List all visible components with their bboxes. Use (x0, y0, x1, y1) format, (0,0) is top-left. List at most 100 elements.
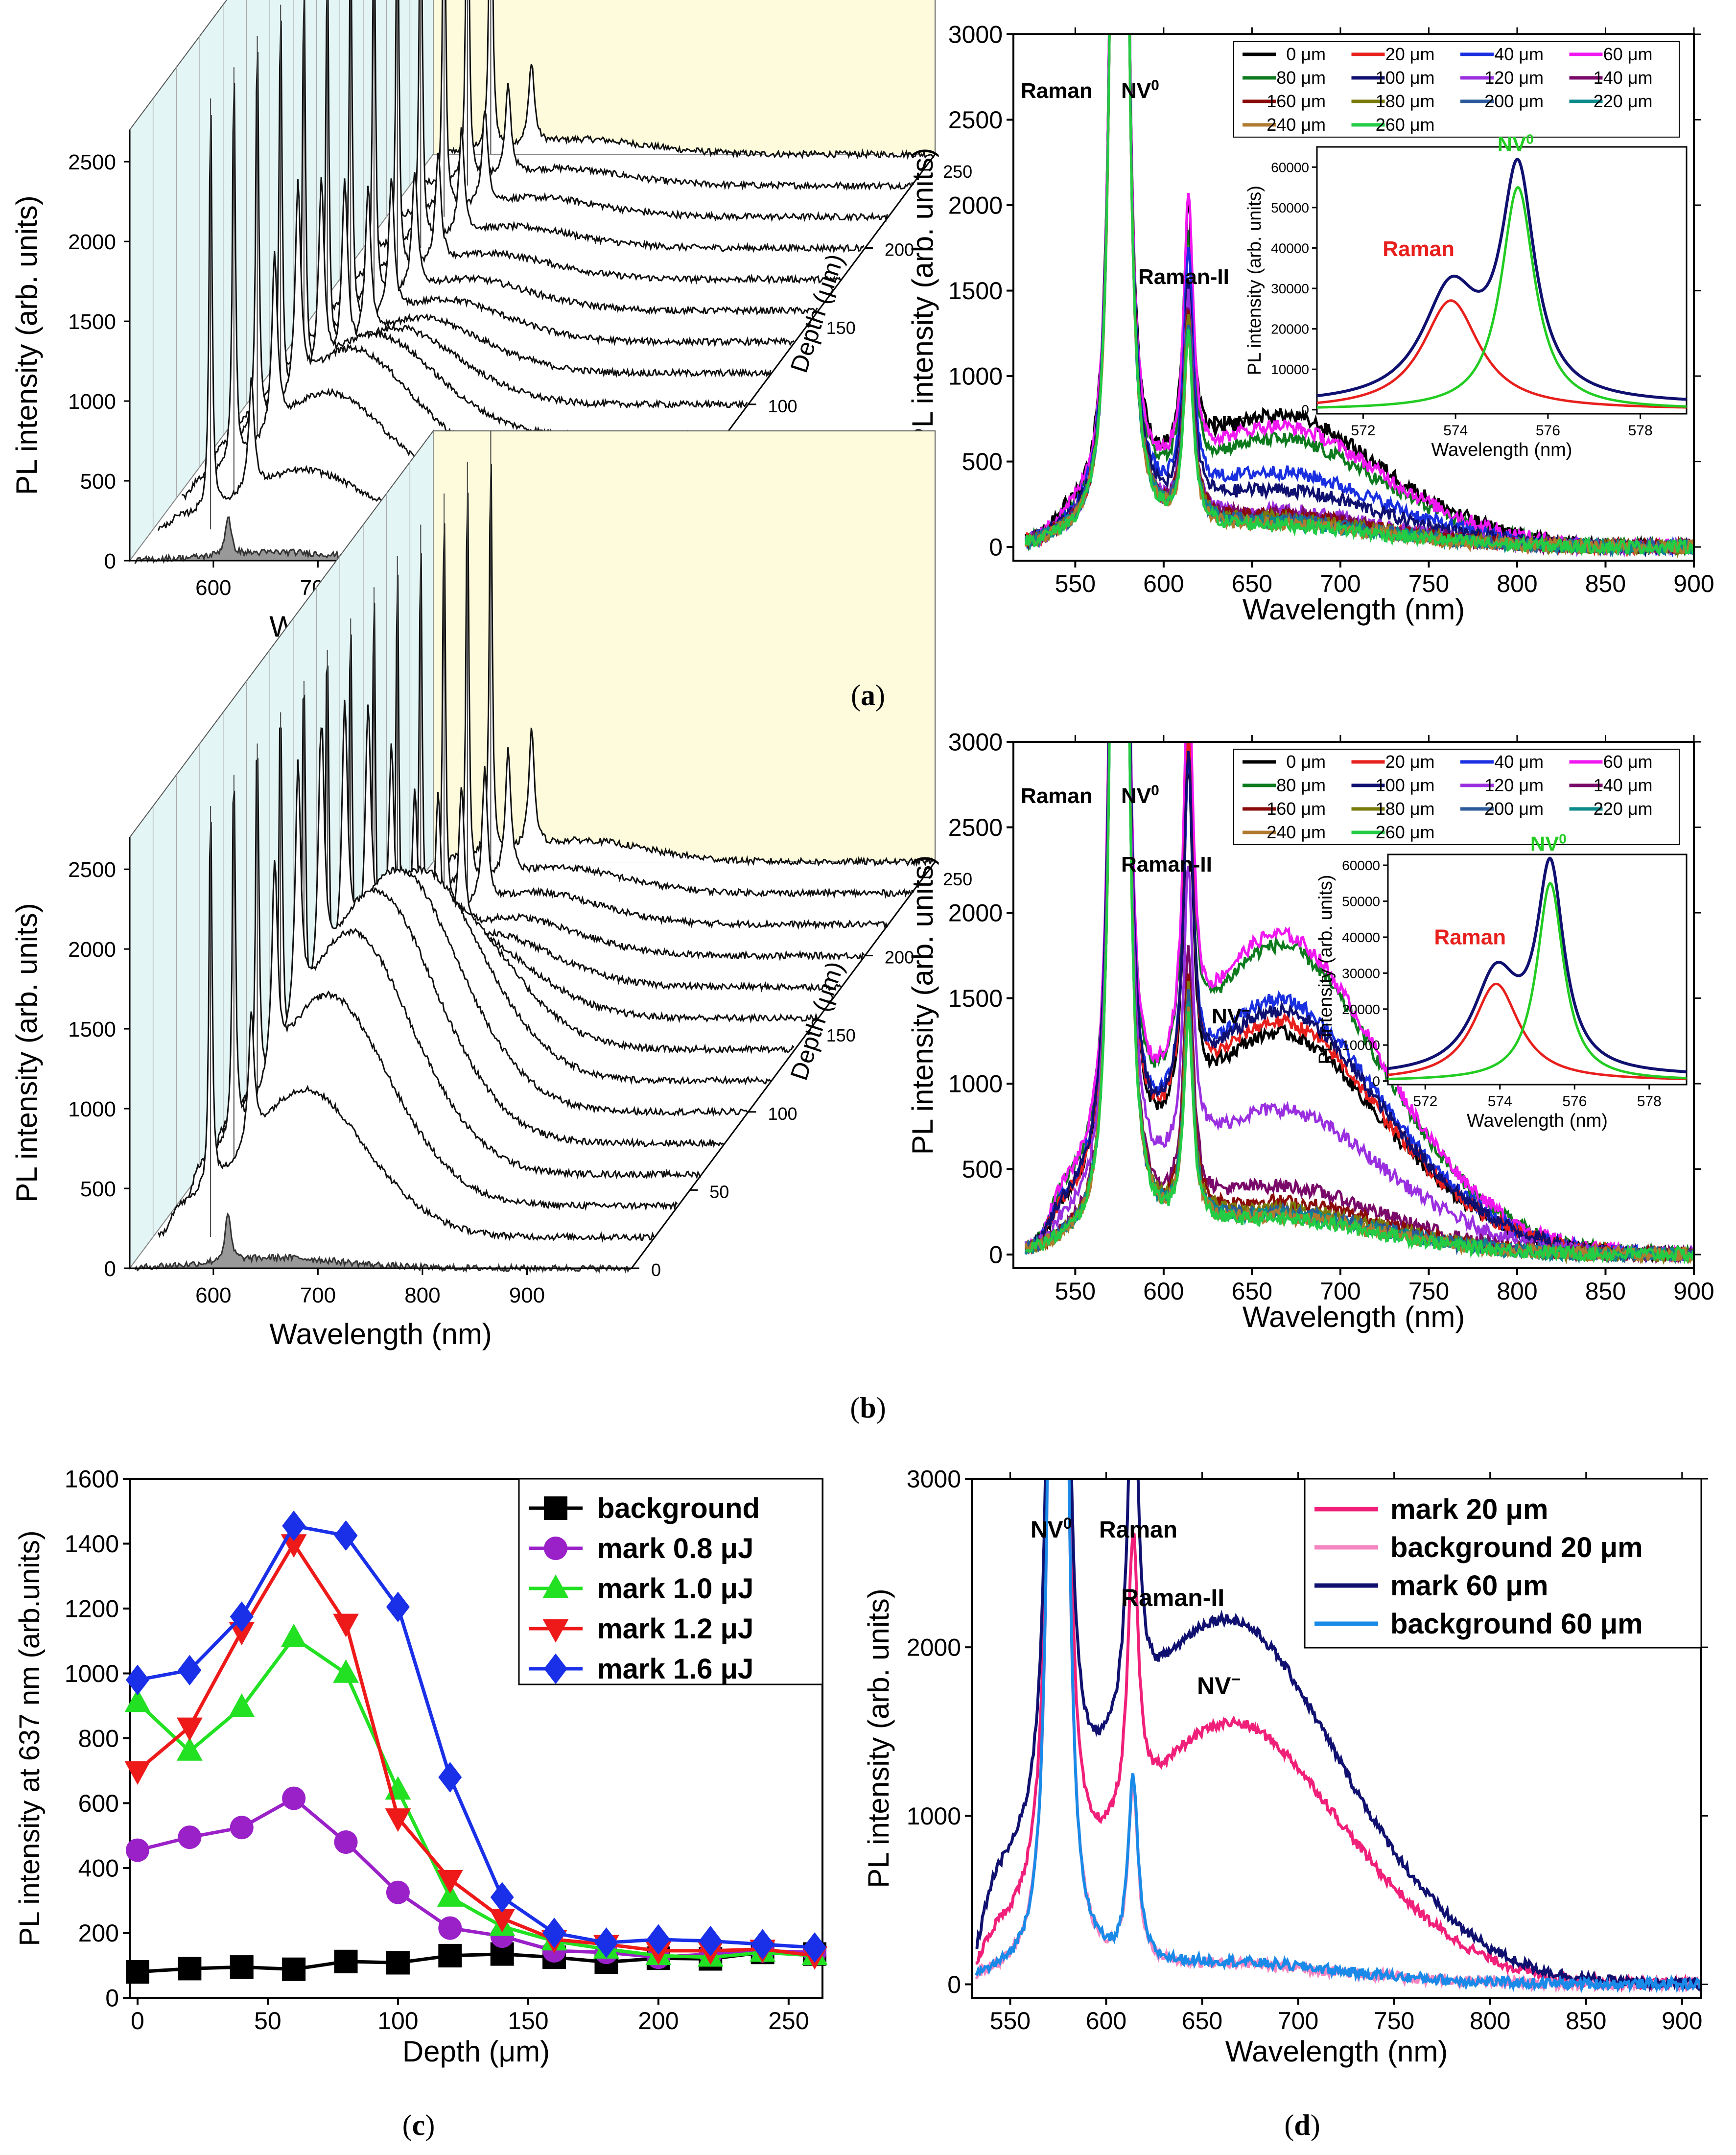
annotation-nv0: NV0 (1121, 782, 1159, 808)
x-tick-label: 700 (300, 1283, 336, 1307)
data-point (281, 1623, 307, 1647)
x-tick-label: 800 (1470, 2007, 1510, 2035)
legend-marker (542, 1619, 569, 1643)
y-tick-label: 1000 (948, 1070, 1003, 1098)
x-tick-label: 0 (131, 2007, 144, 2035)
z-axis (631, 861, 936, 1269)
x-tick-label: 700 (1320, 1278, 1361, 1305)
y-tick-label: 600 (78, 1790, 119, 1817)
inset-y-axis-label: PL intensity (arb. units) (1244, 186, 1265, 375)
y-tick-label: 500 (80, 470, 116, 494)
y-tick-label: 1000 (907, 1802, 961, 1830)
legend-label: 120 μm (1484, 775, 1544, 795)
x-tick-label: 50 (254, 2007, 282, 2035)
legend-label: mark 60 μm (1390, 1570, 1548, 1602)
z-tick-label: 50 (709, 1182, 729, 1202)
data-point (230, 1601, 254, 1632)
data-point (176, 1737, 203, 1761)
z-tick-label: 100 (768, 396, 797, 416)
panel-label-d: (d) (1284, 2109, 1320, 2141)
inset-y-tick-label: 60000 (1342, 858, 1380, 873)
data-point (282, 1786, 306, 1810)
inset-y-tick-label: 40000 (1342, 930, 1380, 945)
legend-marker (544, 1653, 567, 1684)
spectrum-line-depth-260 (438, 464, 935, 867)
y-axis-label: PL intensity (arb. units) (906, 148, 939, 447)
data-point (438, 1916, 462, 1940)
legend-label: 80 μm (1276, 775, 1326, 795)
y-axis-label: PL intensity (arb. units) (906, 855, 939, 1155)
panel-label-a: (a) (851, 679, 885, 711)
legend-label: 260 μm (1376, 115, 1435, 135)
spectrum-line-depth-200 (368, 0, 865, 254)
y-tick-label: 1500 (948, 985, 1003, 1012)
inset-x-axis-label: Wavelength (nm) (1431, 440, 1572, 460)
x-tick-label: 850 (1566, 2007, 1606, 2035)
z-tick-label: 100 (768, 1104, 797, 1124)
y-axis-label: PL intensity at 637 nm (arb.units) (14, 1531, 46, 1946)
legend-marker (542, 1574, 569, 1598)
data-point (125, 1838, 149, 1862)
annotation-raman-ii: Raman-II (1138, 265, 1229, 289)
spectrum-line-depth-20 (157, 822, 655, 1243)
x-tick-label: 750 (1408, 570, 1449, 597)
series-line-background-60-μm (975, 1479, 1701, 1994)
inset-raman-fit (1316, 299, 1687, 409)
legend-box (518, 1478, 823, 1685)
legend-label: 40 μm (1494, 752, 1544, 772)
z-tick-label: 0 (651, 1260, 661, 1280)
x-tick-label: 650 (1182, 2007, 1222, 2035)
panel-b-spectra: 550 600 650 700 750 800 850 900 0 500 1000 1500 2000… (906, 729, 1714, 1334)
x-tick-label: 750 (1374, 2007, 1414, 2035)
data-point (490, 1882, 514, 1913)
data-point (386, 1951, 410, 1975)
y-tick-label: 0 (947, 1971, 961, 1998)
annotation-nv-minus: NV− (1212, 410, 1250, 436)
inset-x-tick-label: 578 (1628, 423, 1653, 439)
data-point (176, 1717, 203, 1741)
y-tick-label: 0 (105, 1985, 119, 2012)
legend-label: mark 1.0 μJ (597, 1573, 753, 1605)
x-axis-label: Wavelength (nm) (1243, 593, 1465, 626)
plot-frame (1012, 741, 1695, 1269)
spectrum-line-depth-180 (344, 0, 842, 285)
y-tick-label: 2000 (948, 900, 1003, 927)
legend-label: 0 μm (1286, 752, 1326, 772)
legend-label: 140 μm (1594, 775, 1653, 795)
x-tick-label: 600 (1143, 1278, 1184, 1305)
legend-label: 60 μm (1603, 752, 1653, 772)
y-tick-label: 0 (989, 1241, 1003, 1269)
inset-frame (1387, 853, 1688, 1086)
panel-d-spectra: 550 600 650 700 750 800 850 900 0 1000 2000 3000 Wav… (862, 1466, 1708, 2068)
data-point (125, 1664, 149, 1695)
annotation-nv0: NV0 (1121, 77, 1159, 103)
legend-label: background 60 μm (1390, 1608, 1643, 1640)
inset-x-tick-label: 576 (1562, 1093, 1587, 1110)
x-tick-label: 850 (1585, 570, 1626, 597)
legend-box (1233, 41, 1680, 138)
panel-label-c: (c) (402, 2109, 435, 2141)
spectrum-fill (205, 52, 702, 470)
y-tick-label: 2500 (948, 106, 1003, 134)
legend-label: 20 μm (1385, 44, 1435, 64)
x-tick-label: 200 (638, 2007, 679, 2035)
inset-y-tick-label: 20000 (1271, 322, 1309, 337)
x-tick-label: 800 (404, 1283, 440, 1307)
y-tick-label: 1000 (68, 1097, 116, 1121)
annotation-nv0: NV0 (1031, 1515, 1072, 1543)
y-tick-label: 2000 (907, 1634, 961, 1661)
x-tick-label: 800 (1497, 570, 1537, 597)
spectrum-line-depth-220 (391, 523, 888, 930)
data-point (334, 1830, 358, 1854)
data-point (229, 1622, 255, 1646)
spectrum-line-depth-160 (321, 0, 818, 316)
x-tick-label: 650 (1232, 570, 1272, 597)
legend-label: background (597, 1492, 760, 1524)
spectrum-line-depth-40 (181, 790, 678, 1211)
inset-x-tick-label: 574 (1443, 423, 1468, 439)
inset-x-tick-label: 574 (1488, 1093, 1512, 1110)
y-tick-label: 2500 (68, 150, 116, 174)
legend-marker (544, 1537, 567, 1560)
